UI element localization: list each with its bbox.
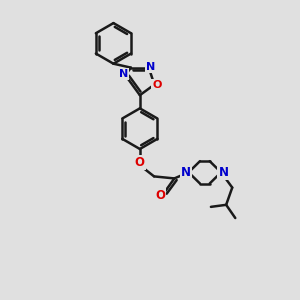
- Text: N: N: [181, 166, 191, 179]
- Text: N: N: [119, 69, 128, 79]
- Text: N: N: [218, 166, 229, 179]
- Text: O: O: [135, 156, 145, 169]
- Text: N: N: [146, 61, 155, 72]
- Text: O: O: [155, 189, 165, 202]
- Text: O: O: [152, 80, 161, 90]
